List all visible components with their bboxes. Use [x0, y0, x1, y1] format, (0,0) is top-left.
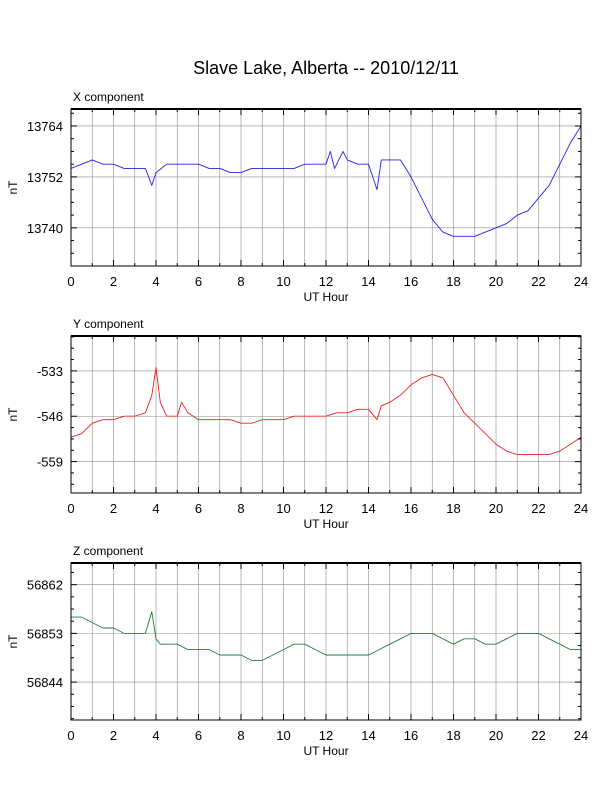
x-tick-label: 8 [237, 274, 244, 289]
x-tick-label: 4 [152, 728, 159, 743]
x-tick-label: 8 [237, 728, 244, 743]
series-line-3-1 [71, 611, 581, 661]
x-tick-label: 22 [531, 274, 545, 289]
x-tick-label: 14 [361, 274, 375, 289]
x-tick-label: 12 [319, 728, 333, 743]
x-tick-label: 16 [404, 501, 418, 516]
y-tick-label: 13764 [27, 119, 63, 134]
y-tick-label: -533 [37, 364, 63, 379]
x-tick-label: 0 [67, 274, 74, 289]
x-tick-label: 20 [489, 728, 503, 743]
x-tick-label: 4 [152, 274, 159, 289]
x-tick-label: 10 [276, 274, 290, 289]
x-tick-label: 12 [319, 501, 333, 516]
panel-label: Y component [73, 317, 144, 331]
x-tick-label: 14 [361, 501, 375, 516]
x-tick-label: 16 [404, 274, 418, 289]
x-tick-label: 10 [276, 728, 290, 743]
x-axis-label: UT Hour [303, 517, 348, 531]
x-tick-label: 20 [489, 274, 503, 289]
y-tick-label: 13740 [27, 221, 63, 236]
x-tick-label: 18 [446, 728, 460, 743]
x-tick-label: 0 [67, 728, 74, 743]
x-tick-label: 6 [195, 274, 202, 289]
x-axis-label: UT Hour [303, 744, 348, 758]
x-tick-label: 2 [110, 728, 117, 743]
y-tick-label: 56862 [27, 578, 63, 593]
x-tick-label: 2 [110, 274, 117, 289]
x-tick-label: 12 [319, 274, 333, 289]
x-tick-label: 22 [531, 501, 545, 516]
x-tick-label: 0 [67, 501, 74, 516]
x-tick-label: 8 [237, 501, 244, 516]
x-tick-label: 14 [361, 728, 375, 743]
y-axis-label: nT [6, 180, 20, 195]
x-axis-label: UT Hour [303, 290, 348, 304]
y-tick-label: 56853 [27, 626, 63, 641]
x-tick-label: 24 [574, 274, 588, 289]
x-tick-label: 2 [110, 501, 117, 516]
x-tick-label: 22 [531, 728, 545, 743]
x-tick-label: 6 [195, 728, 202, 743]
panel-label: Z component [73, 544, 144, 558]
x-tick-label: 4 [152, 501, 159, 516]
x-tick-label: 16 [404, 728, 418, 743]
y-tick-label: -546 [37, 409, 63, 424]
x-tick-label: 20 [489, 501, 503, 516]
y-tick-label: 13752 [27, 170, 63, 185]
series-line-2-1 [70, 366, 582, 456]
series-line-1-1 [70, 125, 582, 237]
x-tick-label: 18 [446, 501, 460, 516]
page-title: Slave Lake, Alberta -- 2010/12/11 [193, 58, 459, 78]
panel-label: X component [73, 90, 144, 104]
y-tick-label: -559 [37, 455, 63, 470]
x-tick-label: 6 [195, 501, 202, 516]
y-axis-label: nT [6, 634, 20, 649]
x-tick-label: 10 [276, 501, 290, 516]
x-tick-label: 24 [574, 728, 588, 743]
x-tick-label: 24 [574, 501, 588, 516]
y-axis-label: nT [6, 407, 20, 422]
y-tick-label: 56844 [27, 675, 63, 690]
x-tick-label: 18 [446, 274, 460, 289]
